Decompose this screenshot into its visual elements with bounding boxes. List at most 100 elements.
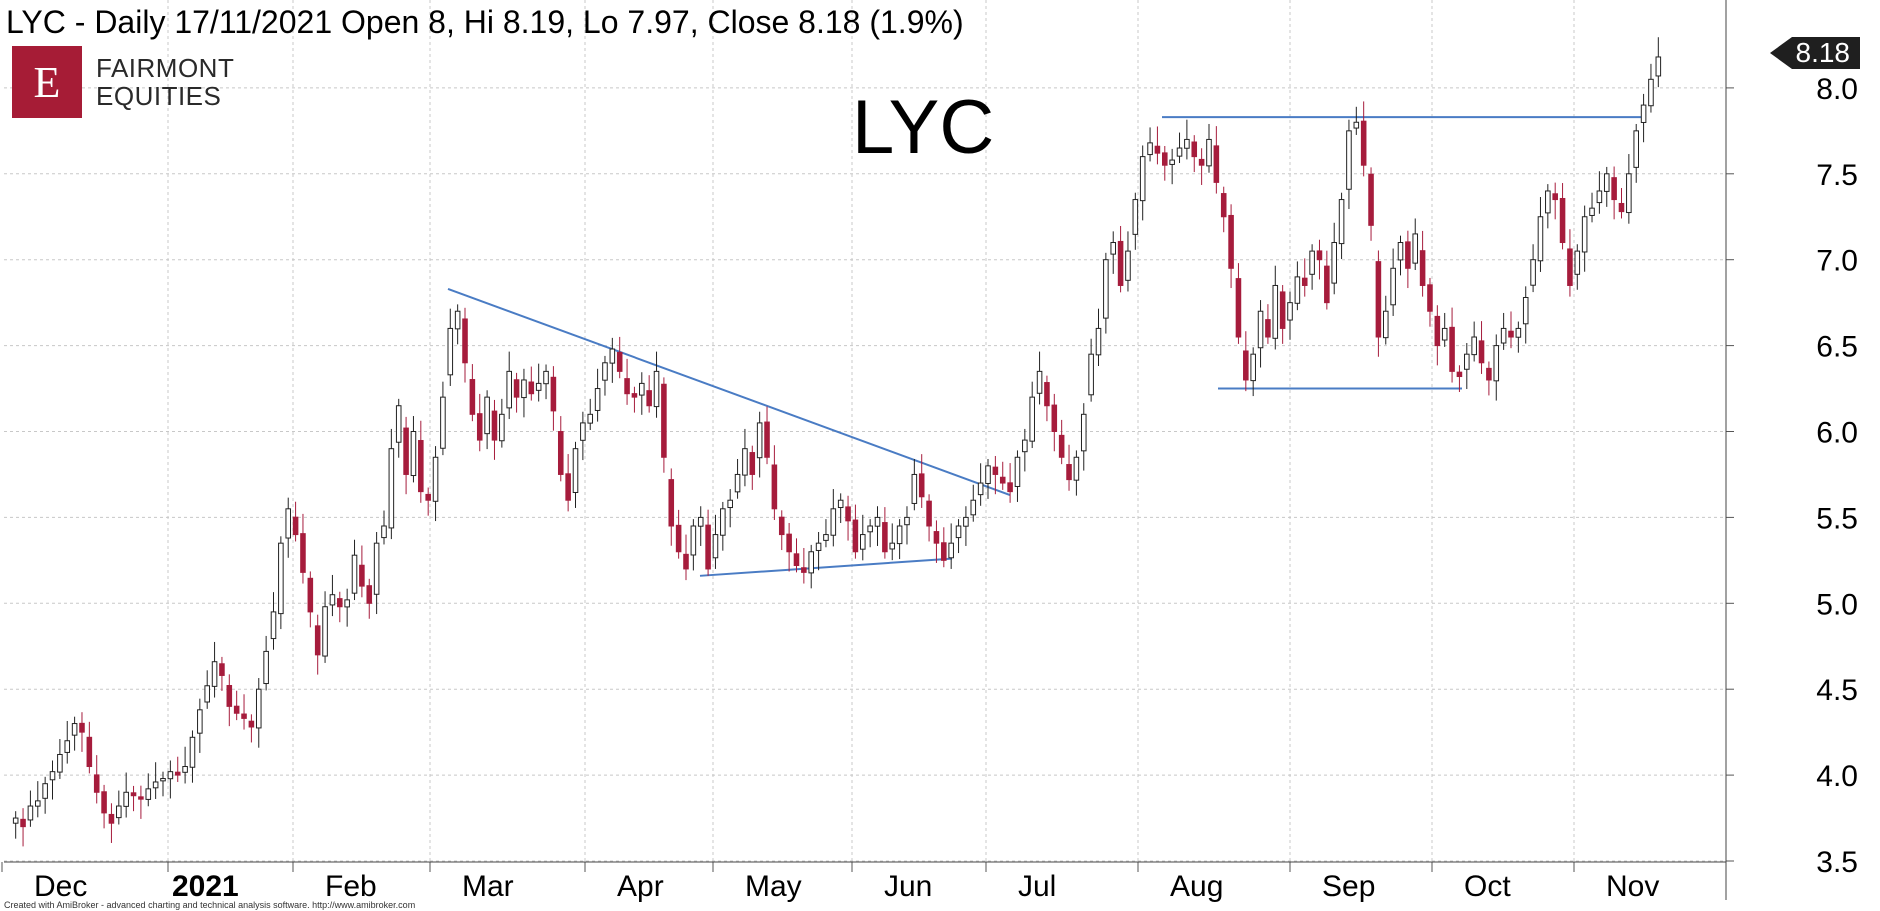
candle-body (668, 479, 675, 527)
candle-down (241, 694, 247, 730)
candle-body (42, 783, 48, 799)
candle-body (602, 362, 608, 381)
candle-body (852, 519, 859, 553)
candle-body (174, 771, 181, 776)
candle-down (1611, 166, 1617, 220)
candle-body (521, 379, 527, 399)
candle-up (911, 458, 918, 511)
candle-body (138, 796, 144, 800)
candle-body (1125, 250, 1131, 281)
candle-body (248, 720, 255, 728)
candle-down (101, 784, 107, 829)
candle-body (314, 625, 321, 656)
candle-body (285, 508, 292, 539)
y-tick-label: 3.5 (1816, 846, 1858, 879)
candle-up (167, 760, 174, 799)
candle-down (1567, 229, 1573, 297)
y-tick-label: 8.0 (1816, 73, 1858, 106)
candle-body (219, 663, 225, 676)
candle-body (646, 390, 652, 407)
candle-up (1581, 205, 1588, 272)
candle-down (801, 547, 807, 584)
candle-body (255, 688, 262, 729)
candle-up (609, 337, 616, 383)
candle-up (329, 574, 336, 617)
candle-body (1309, 250, 1315, 275)
candle-body (1147, 142, 1153, 156)
candle-up (454, 304, 461, 345)
candle-body (79, 722, 85, 733)
candle-body (469, 379, 476, 415)
candle-down (771, 445, 778, 520)
candle-body (1051, 404, 1058, 433)
candle-body (108, 813, 115, 824)
candle-body (1265, 319, 1271, 338)
candle-body (712, 534, 719, 559)
candle-body (1022, 439, 1028, 453)
x-tick-label: 2021 (172, 870, 239, 903)
candle-down (403, 416, 409, 495)
candle-body (594, 388, 601, 411)
candle-body (528, 381, 535, 395)
candle-down (79, 712, 85, 752)
candle-body (1434, 315, 1441, 347)
candle-body (1427, 284, 1433, 312)
candle-body (1618, 202, 1625, 213)
candle-body (1117, 240, 1124, 286)
candle-body (683, 553, 689, 570)
candle-body (359, 564, 365, 587)
candle-up (270, 592, 277, 650)
candle-up (837, 493, 844, 523)
candle-up (1464, 343, 1470, 390)
fairmont-logo: E FAIRMONT EQUITIES (12, 46, 234, 118)
candle-up (1080, 403, 1087, 471)
candle-down (786, 522, 792, 572)
candle-body (57, 753, 63, 773)
candle-body (64, 740, 71, 753)
candle-down (314, 614, 321, 675)
candle-up (580, 411, 586, 461)
candle-body (734, 473, 741, 493)
candle-down (631, 386, 638, 413)
candle-body (1471, 336, 1477, 356)
candle-down (233, 690, 240, 721)
candle-body (639, 382, 645, 396)
candle-body (27, 805, 34, 821)
candle-up (499, 398, 505, 448)
candle-up (587, 398, 594, 430)
candle-body (1331, 242, 1337, 284)
candle-body (1250, 353, 1256, 382)
candle-body (948, 542, 954, 559)
candle-body (1103, 259, 1109, 319)
candle-up (720, 501, 726, 551)
candle-body (12, 817, 19, 824)
candle-down (793, 538, 800, 573)
footer-credit: Created with AmiBroker - advanced charti… (4, 900, 416, 910)
candle-body (918, 473, 925, 498)
candle-up (734, 458, 741, 499)
candle-up (1073, 450, 1080, 496)
candle-body (513, 379, 520, 398)
candle-up (506, 351, 512, 420)
candle-body (373, 542, 380, 595)
candle-up (808, 544, 815, 589)
last-price-tag: 8.18 (1769, 37, 1860, 69)
candle-down (93, 755, 100, 804)
candle-down (1044, 375, 1050, 422)
candle-up (410, 416, 417, 483)
candle-body (101, 791, 107, 814)
candle-up (1655, 37, 1662, 88)
candle-body (955, 525, 962, 539)
candle-body (933, 531, 940, 544)
candle-down (1228, 204, 1234, 289)
candle-body (1486, 367, 1492, 381)
candle-up (904, 506, 910, 545)
candle-body (432, 456, 439, 502)
candle-body (1346, 130, 1352, 190)
candle-up (1441, 312, 1448, 347)
candle-body (499, 413, 505, 442)
candle-up (1390, 248, 1396, 316)
axes: 3.5 4.0 4.5 5.0 5.5 6.0 6.5 7.0 7.5 8.0 Dec 2021 Feb… (1, 0, 1858, 903)
candle-up (1603, 166, 1610, 207)
